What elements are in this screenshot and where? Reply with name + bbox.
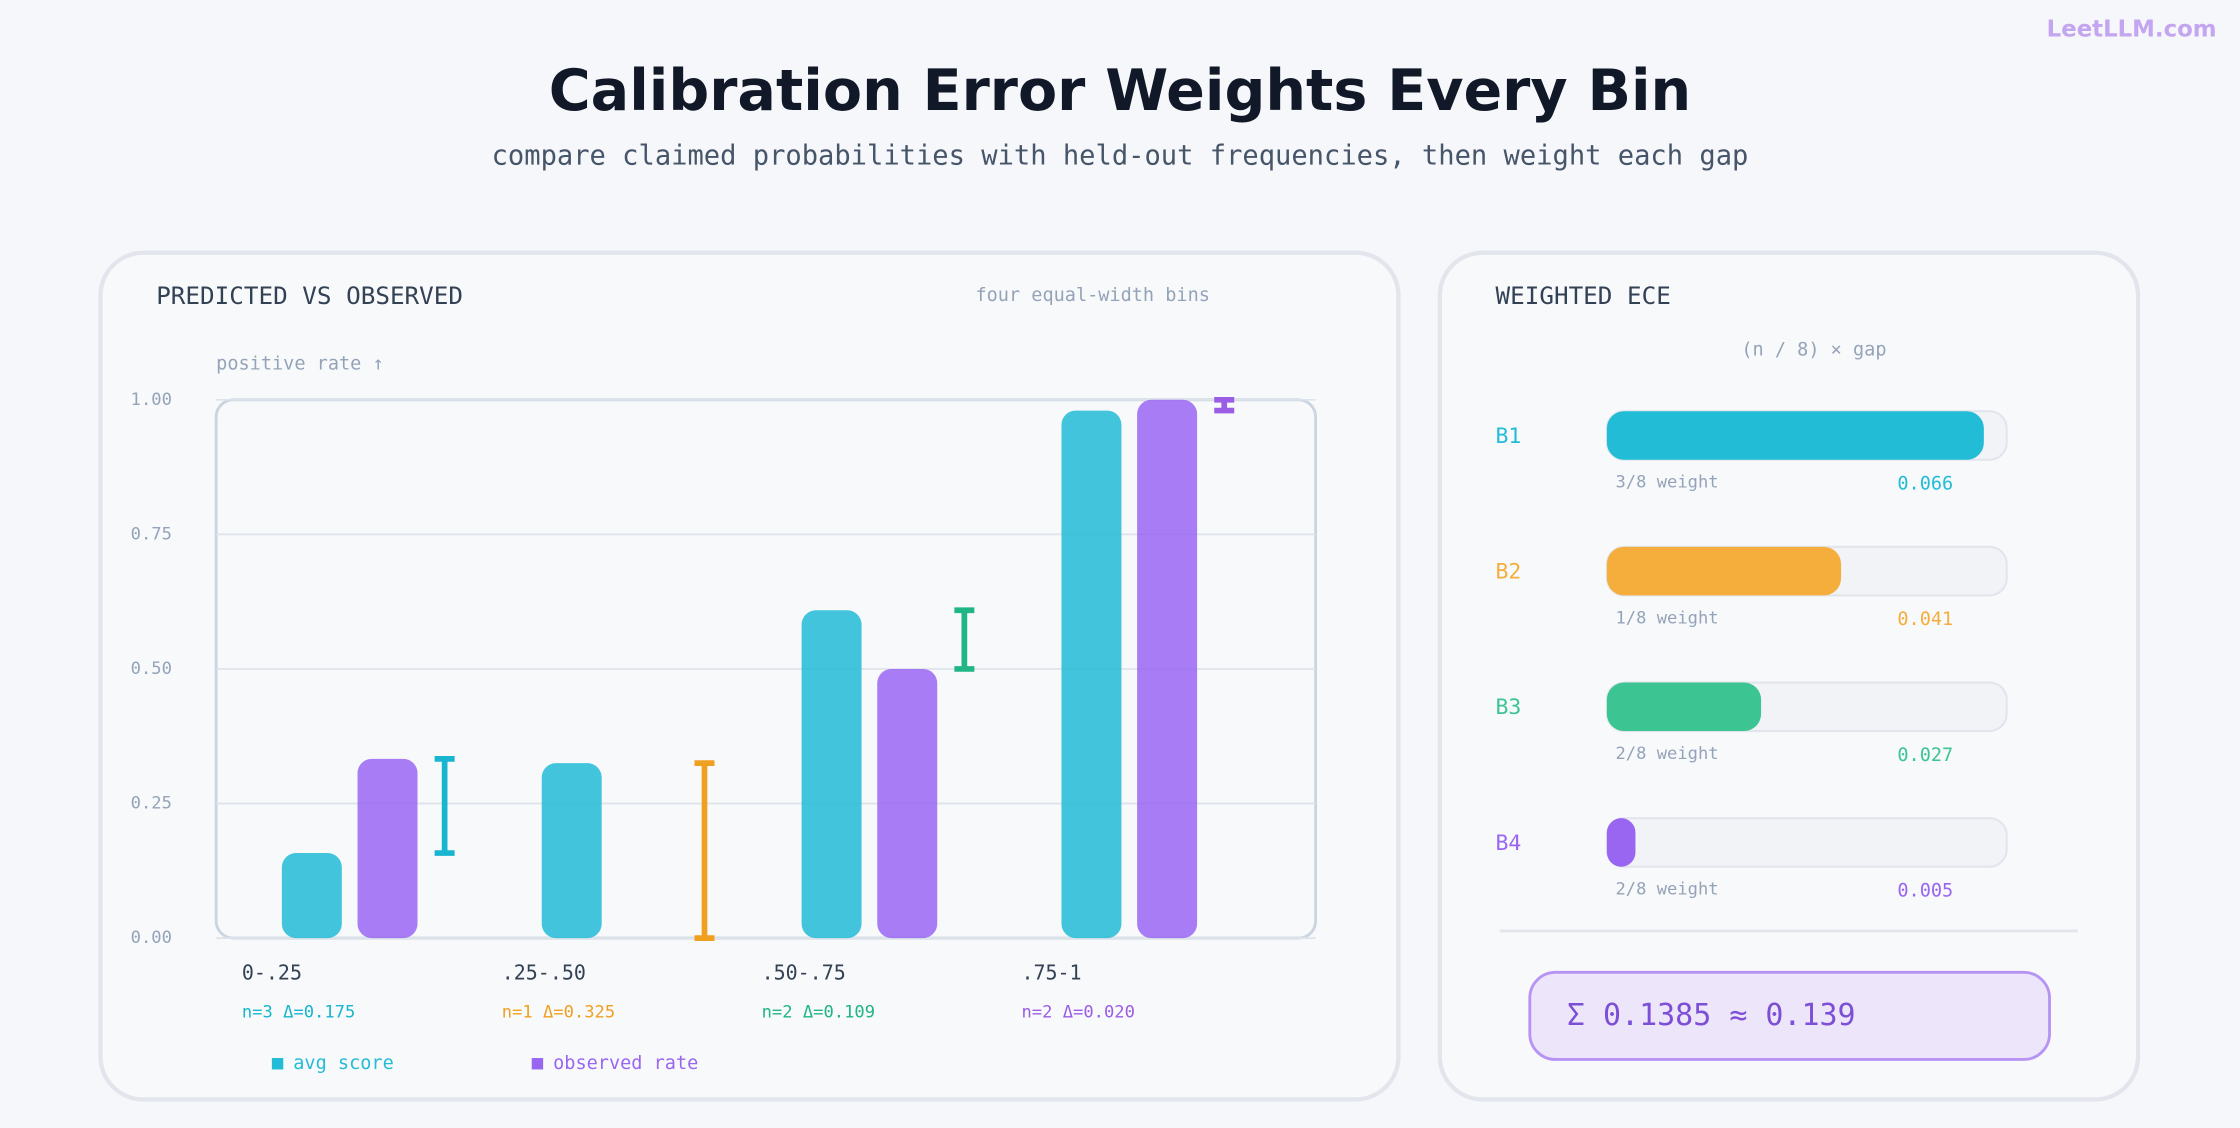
legend-swatch bbox=[271, 1058, 284, 1070]
panel-title: PREDICTED VS OBSERVED bbox=[156, 281, 463, 310]
value-label: 0.041 bbox=[1897, 609, 1953, 630]
x-tick-label: 0-.25 bbox=[242, 960, 302, 984]
bar bbox=[1606, 682, 1762, 732]
x-tick-label: .50-.75 bbox=[762, 960, 846, 984]
total-box bbox=[1528, 970, 2051, 1061]
gap-marker bbox=[694, 760, 715, 941]
panel-title: WEIGHTED ECE bbox=[1496, 281, 1671, 310]
bar bbox=[1606, 411, 1984, 460]
row-label: B3 bbox=[1496, 695, 1522, 720]
total-label: Σ 0.1385 ≈ 0.139 bbox=[1567, 998, 1856, 1033]
y-axis-label: positive rate ↑ bbox=[216, 354, 384, 375]
value-label: 0.027 bbox=[1897, 745, 1953, 766]
y-tick-label: 1.00 bbox=[131, 390, 172, 410]
bar bbox=[1061, 410, 1122, 939]
row-label: B1 bbox=[1496, 424, 1522, 449]
gap-marker bbox=[1214, 396, 1235, 414]
bar bbox=[1606, 818, 1636, 867]
panel-subtitle: four equal-width bins bbox=[975, 285, 1210, 306]
x-tick-label: .25-.50 bbox=[502, 960, 586, 984]
bar bbox=[281, 853, 342, 939]
gap-marker bbox=[954, 607, 975, 672]
weight-label: 2/8 weight bbox=[1615, 744, 1718, 764]
bin-label: n=2 Δ=0.020 bbox=[1021, 1002, 1134, 1022]
bar bbox=[877, 668, 938, 939]
row-label: B4 bbox=[1496, 831, 1522, 856]
gap-marker bbox=[434, 755, 455, 856]
bin-label: n=1 Δ=0.325 bbox=[502, 1002, 615, 1022]
bin-label: n=3 Δ=0.175 bbox=[242, 1002, 355, 1022]
bar bbox=[541, 763, 602, 939]
weight-label: 3/8 weight bbox=[1615, 473, 1718, 493]
x-tick-label: .75-1 bbox=[1021, 960, 1081, 984]
y-tick-label: 0.25 bbox=[131, 794, 172, 814]
bar bbox=[1137, 399, 1198, 939]
weight-label: 2/8 weight bbox=[1615, 880, 1718, 900]
legend-label: observed rate bbox=[553, 1053, 698, 1074]
bar bbox=[357, 758, 418, 939]
panel-subtitle: (n / 8) × gap bbox=[1741, 339, 1886, 360]
bar-track bbox=[1605, 817, 2008, 868]
logo: LeetLLM.com bbox=[2047, 16, 2217, 42]
bar bbox=[801, 610, 862, 939]
page-title: Calibration Error Weights Every Bin bbox=[549, 58, 1691, 124]
value-label: 0.066 bbox=[1897, 474, 1953, 495]
weight-label: 1/8 weight bbox=[1615, 608, 1718, 628]
legend-swatch bbox=[531, 1058, 544, 1070]
y-tick-label: 0.50 bbox=[131, 659, 172, 679]
legend-label: avg score bbox=[293, 1053, 394, 1074]
row-label: B2 bbox=[1496, 560, 1522, 585]
page-subtitle: compare claimed probabilities with held-… bbox=[492, 141, 1749, 172]
y-tick-label: 0.00 bbox=[131, 928, 172, 948]
y-tick-label: 0.75 bbox=[131, 524, 172, 544]
value-label: 0.005 bbox=[1897, 880, 1953, 901]
right-panel bbox=[1437, 250, 2141, 1102]
bar bbox=[1606, 546, 1842, 596]
bin-label: n=2 Δ=0.109 bbox=[762, 1002, 875, 1022]
